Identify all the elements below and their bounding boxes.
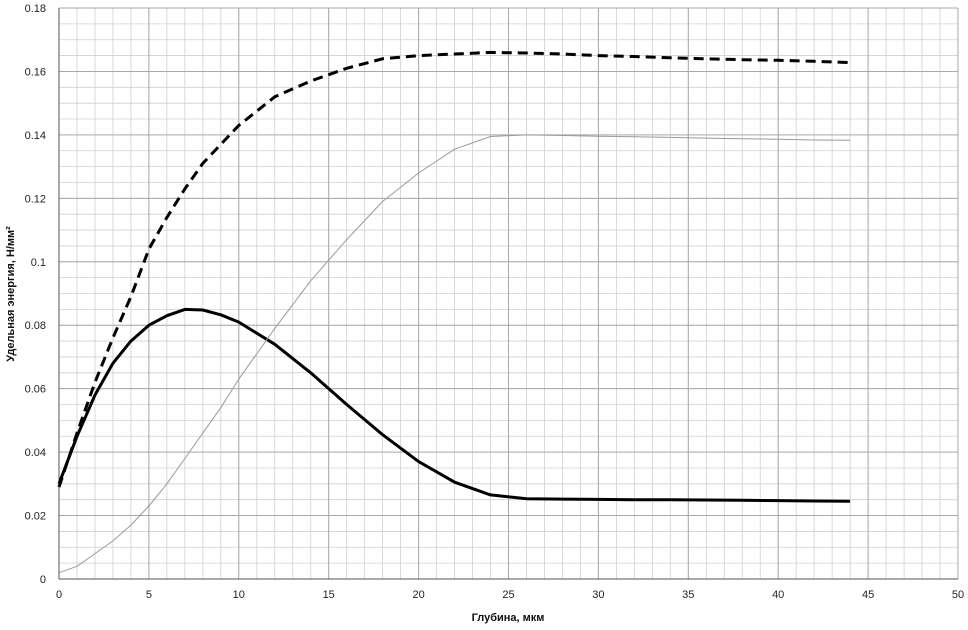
y-tick-label: 0.18 [25,3,46,15]
y-tick-label: 0.16 [25,66,46,78]
major-grid [58,7,959,580]
y-tick-label: 0.08 [25,320,46,332]
x-tick-label: 35 [682,589,694,601]
x-tick-label: 10 [233,589,245,601]
y-tick-label: 0.1 [31,257,46,269]
y-axis-title: Удельная энергия, Н/мм² [5,226,17,362]
x-tick-labels: 0 5 10 15 20 25 30 35 40 45 50 [56,589,964,601]
series-line-3 [58,134,851,574]
series-layer [57,50,851,574]
x-tick-label: 50 [952,589,964,601]
y-tick-label: 0.06 [25,384,46,396]
x-tick-label: 40 [772,589,784,601]
series-line-1 [57,50,851,488]
x-tick-label: 45 [862,589,874,601]
y-tick-label: 0.04 [25,447,46,459]
x-tick-label: 20 [412,589,424,601]
x-tick-label: 25 [502,589,514,601]
x-axis-title: Глубина, мкм [472,612,545,624]
y-tick-labels: 0 0.02 0.04 0.06 0.08 0.1 0.12 0.14 0.16 0.18 [25,3,46,586]
x-tick-label: 15 [323,589,335,601]
y-tick-label: 0.02 [25,511,46,523]
x-tick-label: 5 [146,589,152,601]
x-tick-label: 30 [592,589,604,601]
y-tick-label: 0 [40,574,46,586]
y-tick-label: 0.14 [25,130,46,142]
y-tick-label: 0.12 [25,193,46,205]
x-tick-label: 0 [56,589,62,601]
series-line-2 [57,307,851,503]
